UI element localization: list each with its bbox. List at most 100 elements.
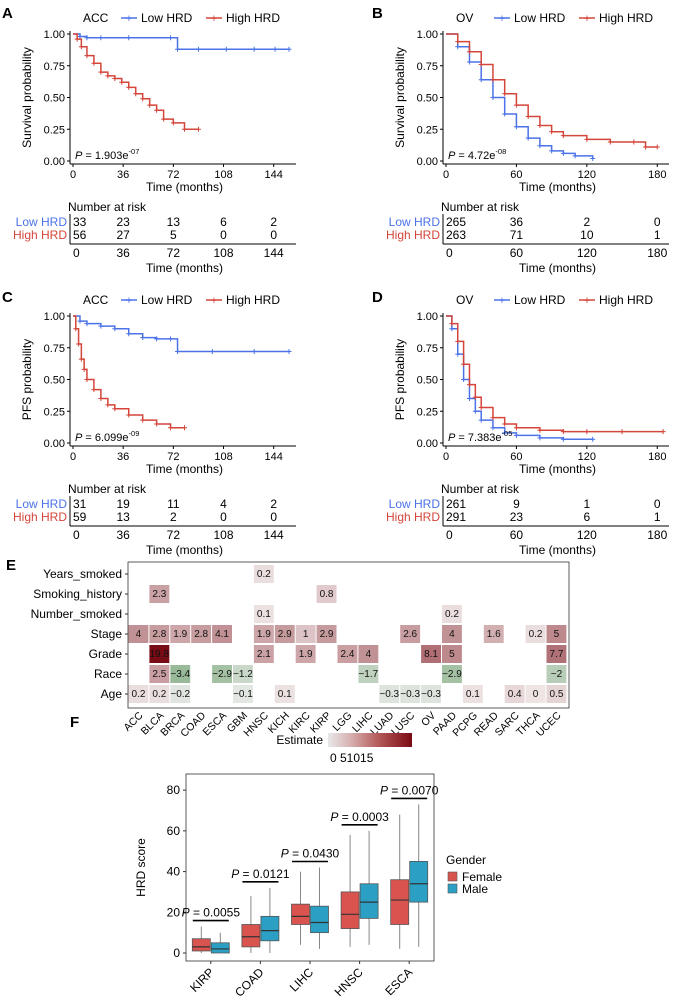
heatmap-cell-10	[253, 625, 274, 643]
panel-letter-e: E	[6, 557, 16, 574]
heatmap-cell-20	[253, 645, 274, 663]
y-tick-label-b-0: 0.00	[417, 156, 438, 168]
censor-mark-d-1-4	[466, 382, 472, 388]
censor-mark-c-1-13	[168, 425, 174, 431]
risk-value-a-0-2: 13	[167, 215, 181, 229]
censor-mark-a-1-9	[126, 84, 132, 90]
censor-mark-a-1-11	[140, 96, 146, 102]
heatmap-cell-value-33: −2	[551, 669, 563, 680]
heatmap-cell-42	[462, 685, 483, 703]
heatmap-cell-value-8: 2.8	[194, 629, 208, 640]
sig-label-3: P = 0.0003	[330, 810, 389, 824]
heatmap-cell-44	[525, 685, 546, 703]
heatmap-row-label: Stage	[91, 627, 123, 641]
sig-label-4: P = 0.0070	[380, 783, 439, 797]
box-y-tick-label-2: 40	[167, 865, 181, 879]
censor-mark-b-1-1	[455, 39, 461, 45]
x-tick-label-b-3: 180	[648, 169, 666, 181]
risk-row-label-b-1: High HRD	[386, 228, 440, 242]
heatmap-cell-value-32: −2.9	[442, 669, 462, 680]
risk-value-c-1-4: 0	[270, 510, 277, 524]
panel-letter-a: A	[2, 5, 13, 22]
heatmap-cell-2	[316, 585, 337, 603]
censor-mark-d-0-11	[560, 436, 566, 442]
heatmap-col-label: KIRP	[308, 710, 334, 736]
y-tick-label-d-3: 0.75	[417, 343, 438, 355]
censor-mark-a-0-5	[168, 35, 174, 41]
censor-mark-c-1-11	[140, 417, 146, 423]
heatmap-cell-31	[358, 665, 379, 683]
heatmap-row-label: Age	[101, 687, 123, 701]
risk-value-c-0-0: 31	[73, 497, 87, 511]
censor-mark-a-0-6	[175, 46, 181, 52]
risk-value-c-1-1: 13	[116, 510, 130, 524]
heatmap-cell-value-22: 2.4	[340, 649, 354, 660]
heatmap-cell-value-9: 4.1	[215, 629, 229, 640]
y-tick-label-d-1: 0.25	[417, 406, 438, 418]
y-tick-label-d-2: 0.50	[417, 375, 438, 387]
censor-mark-a-0-9	[251, 46, 257, 52]
heatmap-col-label: ESCA	[200, 710, 229, 739]
risk-value-b-0-0: 265	[446, 215, 466, 229]
risk-value-d-0-1: 9	[513, 497, 520, 511]
heatmap-col-label: KICH	[266, 710, 292, 736]
censor-mark-d-1-9	[513, 425, 519, 431]
heatmap-cell-value-35: 0.2	[152, 689, 166, 700]
censor-mark-c-1-5	[84, 377, 90, 382]
heatmap-col-label: UCEC	[534, 709, 564, 739]
heatmap-col-label: KIRC	[287, 709, 314, 736]
censor-mark-d-0-3	[461, 377, 467, 382]
km-curve-b-0	[446, 33, 594, 159]
p-value-c: P = 6.099e-09	[75, 429, 139, 444]
x-tick-label-d-0: 0	[443, 451, 449, 463]
censor-mark-a-0-1	[77, 34, 83, 40]
censor-mark-c-0-4	[112, 326, 118, 332]
censor-mark-a-1-6	[105, 73, 111, 79]
heatmap-cell-value-26: 7.7	[549, 649, 563, 660]
censor-mark-b-1-14	[643, 144, 649, 150]
censor-mark-b-1-3	[478, 61, 484, 67]
legend-marker-b-0: +	[499, 13, 505, 25]
x-tick-label-c-4: 144	[265, 451, 283, 463]
risk-x-title-c: Time (months)	[146, 543, 223, 557]
heatmap-cell-12	[295, 625, 316, 643]
censor-mark-d-0-6	[478, 417, 484, 423]
risk-x-tick-a-1: 36	[116, 246, 130, 260]
heatmap-cell-7	[170, 625, 191, 643]
heatmap-cell-value-6: 2.8	[152, 629, 166, 640]
censor-mark-c-0-1	[77, 318, 83, 324]
heatmap-cell-value-19: 19.8	[150, 649, 170, 660]
censor-mark-c-1-6	[91, 387, 97, 393]
censor-mark-c-1-3	[78, 356, 84, 362]
risk-value-a-0-1: 23	[116, 215, 130, 229]
heatmap-row-label: Race	[94, 667, 122, 681]
risk-row-label-c-0: Low HRD	[16, 497, 68, 511]
risk-x-tick-d-3: 180	[647, 528, 667, 542]
y-tick-label-a-3: 0.75	[44, 61, 65, 73]
sig-label-2: P = 0.0430	[281, 847, 340, 861]
heatmap-cell-value-24: 8.1	[424, 649, 438, 660]
legend-marker-c-0: +	[126, 295, 132, 307]
risk-value-a-0-0: 33	[73, 215, 87, 229]
censor-mark-b-0-3	[478, 77, 484, 83]
x-tick-label-a-3: 108	[214, 169, 232, 181]
risk-title-d: Number at risk	[441, 482, 520, 496]
box-body-6	[340, 891, 360, 929]
heatmap-e: Years_smoked Smoking_history Number_smoked…	[31, 561, 570, 765]
risk-value-d-1-2: 6	[583, 510, 590, 524]
y-tick-label-a-2: 0.50	[44, 93, 65, 105]
box-y-tick-label-0: 0	[173, 946, 180, 960]
x-tick-label-a-4: 144	[265, 169, 283, 181]
heatmap-cell-27	[149, 665, 170, 683]
risk-x-tick-d-1: 60	[510, 528, 524, 542]
censor-mark-a-1-3	[84, 53, 90, 59]
heatmap-cell-value-36: −0.2	[170, 689, 190, 700]
censor-mark-d-1-11	[560, 429, 566, 435]
censor-mark-b-0-10	[560, 150, 566, 156]
censor-mark-d-0-5	[472, 408, 478, 414]
p-value-b: P = 4.72e-08	[448, 147, 506, 162]
heatmap-cell-value-11: 2.9	[278, 629, 292, 640]
censor-mark-c-1-9	[112, 406, 118, 412]
y-tick-label-c-4: 1.00	[44, 311, 65, 323]
heatmap-legend-ticks: 0 51015	[330, 751, 374, 765]
